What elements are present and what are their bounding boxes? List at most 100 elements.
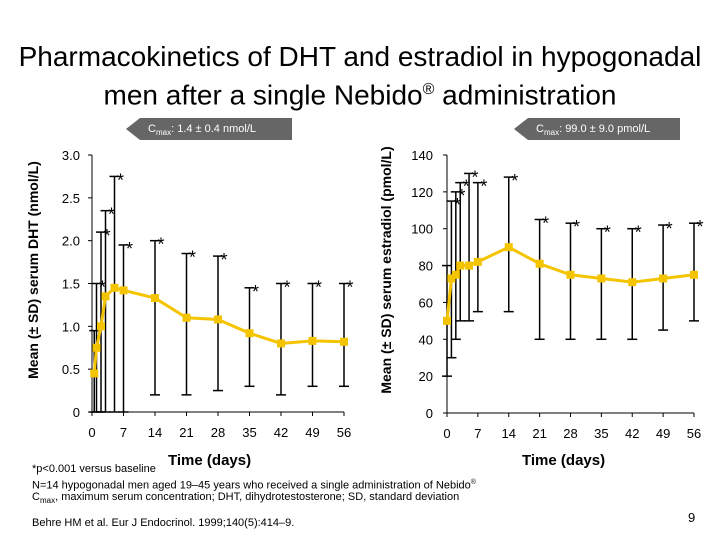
estradiol-data-point [451,270,460,279]
dht-data-point [182,313,191,322]
dht-x-axis-label: Time (days) [168,452,252,469]
dht-data-point [101,292,110,301]
dht-y-tick-label: 3.0 [62,148,80,163]
footnote-population: N=14 hypogonadal men aged 19–45 years wh… [32,476,476,493]
estradiol-data-point [465,261,474,270]
estradiol-significance-marker: * [480,177,487,197]
dht-significance-marker: * [157,235,164,255]
dht-significance-marker: * [252,282,259,302]
estradiol-significance-marker: * [472,167,479,187]
estradiol-y-tick-label: 60 [419,295,433,310]
slide-title: Pharmacokinetics of DHT and estradiol in… [0,40,720,111]
dht-data-point [277,339,285,348]
estradiol-significance-marker: * [511,171,518,191]
dht-chart: 00.51.01.52.02.53.00 7 14 21 28 35 42 49 56*****… [62,148,354,440]
dht-significance-marker: * [189,248,196,268]
estradiol-x-tick-label: 0 [443,426,450,441]
estradiol-cmax-callout: Cmax: 99.0 ± 9.0 pmol/L [514,118,680,140]
dht-data-point [308,336,317,345]
estradiol-significance-marker: * [573,217,580,237]
dht-data-point [92,343,101,352]
dht-significance-marker: * [220,250,227,270]
title-line-2-end: administration [434,79,617,111]
dht-data-point [340,337,348,346]
dht-x-tick-label: 42 [274,425,288,440]
dht-x-tick-label: 21 [179,425,193,440]
title-line-2: men after a single Nebido® administratio… [0,73,720,111]
footnote-cmax-sub: max [39,496,56,506]
dht-significance-marker: * [99,278,106,298]
footnote-c: C [32,491,40,503]
estradiol-y-tick-label: 140 [411,148,433,163]
dht-significance-marker: * [108,205,115,225]
dht-x-tick-label: 28 [211,425,225,440]
estradiol-data-point [566,270,575,279]
dht-significance-marker: * [315,278,322,298]
dht-data-point [151,294,159,303]
dht-data-point [110,283,119,292]
dht-y-tick-label: 0.5 [62,362,80,377]
e2-cmax-text: : 99.0 ± 9.0 pmol/L [559,123,651,135]
registered-mark: ® [422,81,435,98]
dht-y-tick-label: 2.0 [62,234,80,249]
footnote-abbreviations: Cmax, maximum serum concentration; DHT, … [32,490,459,508]
estradiol-data-point [473,257,482,266]
dht-cmax-sub: max [155,128,172,138]
estradiol-significance-marker: * [542,214,549,234]
estradiol-x-tick-label: 7 [474,426,481,441]
dht-significance-marker: * [103,226,110,246]
dht-x-tick-label: 56 [337,425,351,440]
estradiol-significance-marker: * [463,177,470,197]
footnote-significance: *p<0.001 versus baseline [32,463,156,475]
dht-significance-marker: * [117,170,124,190]
e2-cmax-sub: max [543,128,560,138]
estradiol-y-tick-label: 0 [426,406,433,421]
estradiol-x-tick-label: 14 [502,426,516,441]
callout-arrow [126,118,140,140]
estradiol-x-axis-label: Time (days) [522,452,606,469]
estradiol-data-point [456,261,465,270]
reference: Behre HM et al. Eur J Endocrinol. 1999;1… [32,517,295,529]
estradiol-x-tick-label: 49 [656,426,670,441]
estradiol-significance-marker: * [454,195,461,215]
dht-cmax-c: C [148,123,156,135]
estradiol-y-tick-label: 100 [411,222,433,237]
dht-data-point [214,315,222,324]
estradiol-data-point [443,316,451,325]
dht-x-tick-label: 7 [120,425,127,440]
title-line-2-text: men after a single Nebido [103,79,423,111]
dht-y-tick-label: 0 [73,405,80,420]
estradiol-x-tick-label: 28 [563,426,577,441]
estradiol-significance-marker: * [696,217,703,237]
estradiol-data-point [535,259,544,268]
dht-data-point [119,286,128,295]
estradiol-data-point [447,274,456,283]
estradiol-data-point [690,270,698,279]
callout-arrow [514,118,528,140]
estradiol-y-tick-label: 80 [419,259,433,274]
dht-y-tick-label: 2.5 [62,191,80,206]
dht-significance-marker: * [126,239,133,259]
dht-cmax-callout: Cmax: 1.4 ± 0.4 nmol/L [126,118,292,140]
dht-x-tick-label: 49 [305,425,319,440]
dht-x-tick-label: 14 [148,425,162,440]
dht-significance-marker: * [283,278,290,298]
estradiol-y-tick-label: 20 [419,369,433,384]
footnote-abbreviations-text: , maximum serum concentration; DHT, dihy… [55,491,460,503]
dht-cmax-text: : 1.4 ± 0.4 nmol/L [171,123,256,135]
estradiol-x-tick-label: 35 [594,426,608,441]
dht-x-tick-label: 0 [88,425,95,440]
dht-data-point [90,369,99,378]
estradiol-y-tick-label: 40 [419,332,433,347]
dht-data-point [245,329,254,338]
footnote-population-text: N=14 hypogonadal men aged 19–45 years wh… [32,479,471,492]
estradiol-x-tick-label: 42 [625,426,639,441]
dht-y-tick-label: 1.0 [62,319,80,334]
footnote-registered-mark: ® [470,479,476,486]
estradiol-x-tick-label: 21 [532,426,546,441]
estradiol-x-tick-label: 56 [687,426,701,441]
estradiol-data-point [597,274,606,283]
page-number: 9 [688,510,696,525]
